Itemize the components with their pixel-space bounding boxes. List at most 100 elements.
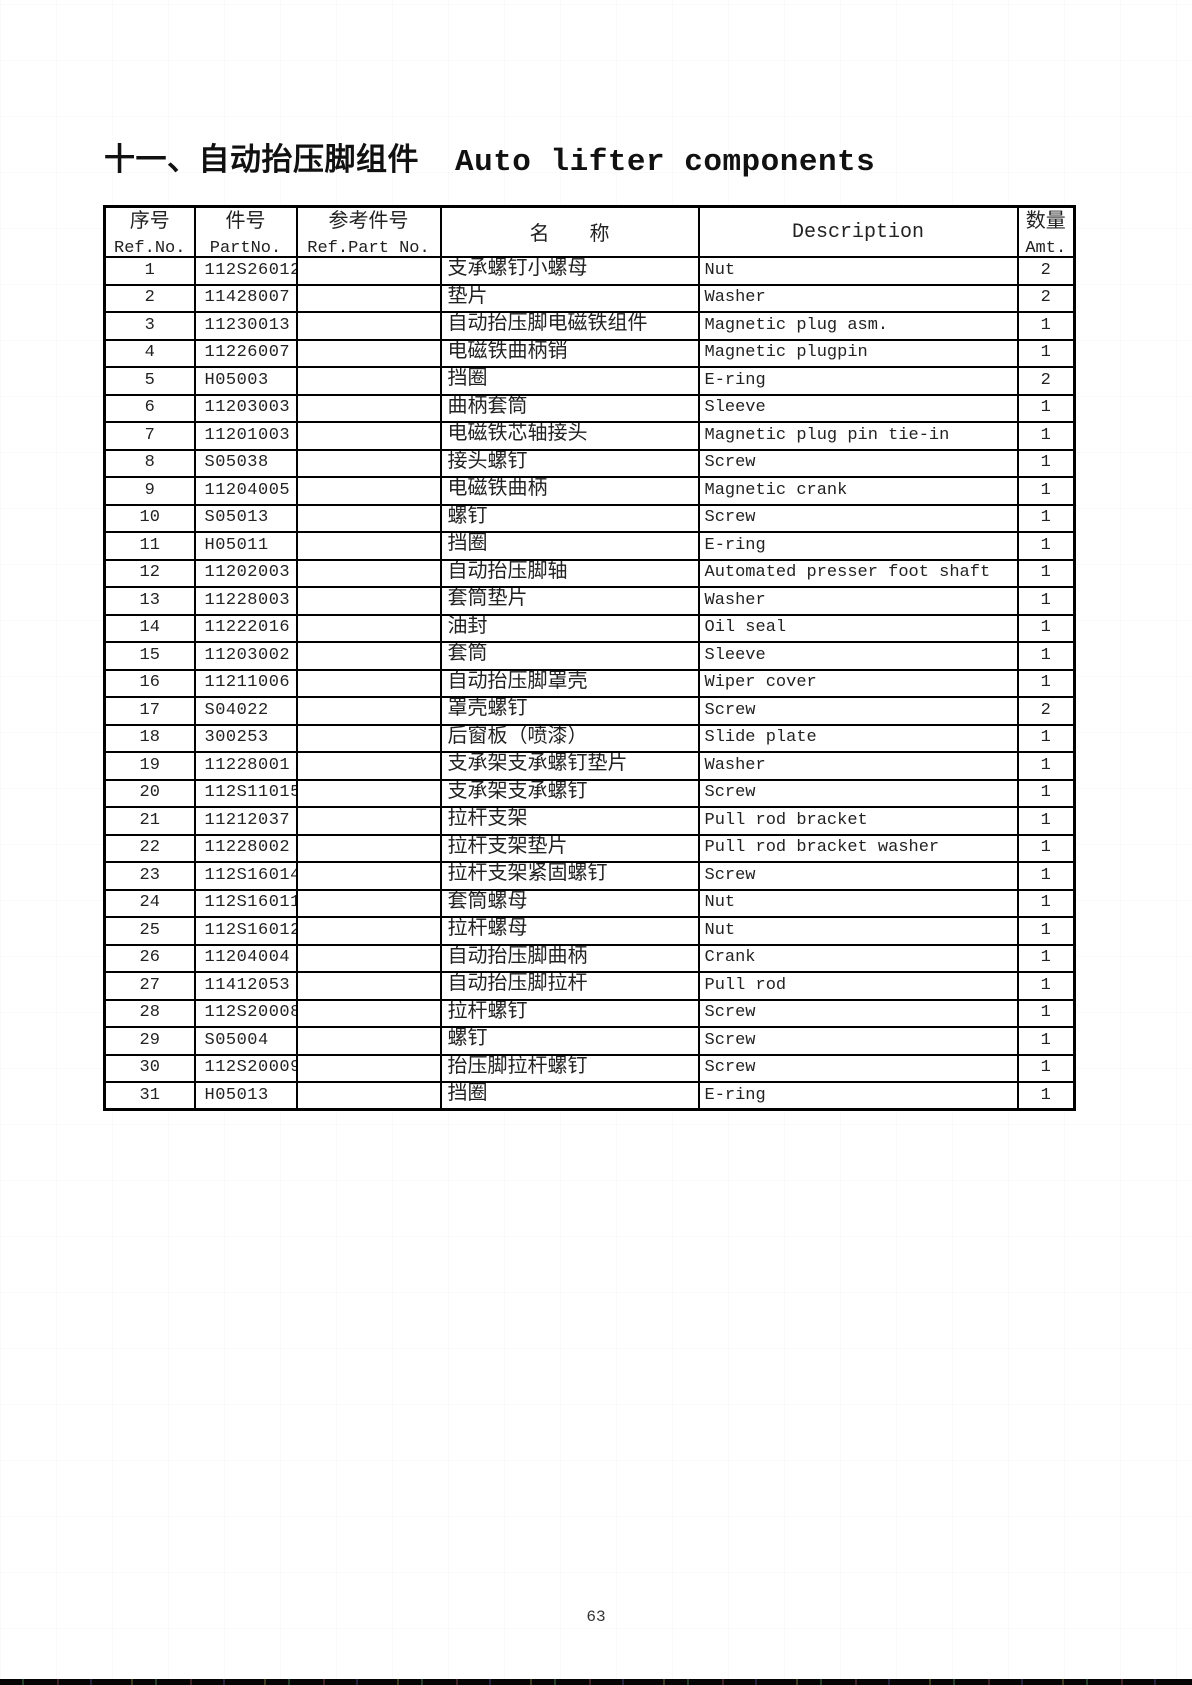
table-row: 30 112S20009 抬压脚拉杆螺钉 Screw 1 xyxy=(103,1053,1076,1083)
part-no-cell: S05004 xyxy=(193,1026,298,1056)
page-number: 63 xyxy=(586,1608,606,1626)
part-no-cell: 11230013 xyxy=(193,311,298,341)
name-cell: 抬压脚拉杆螺钉 xyxy=(439,1053,700,1083)
ref-no-cell: 28 xyxy=(103,998,196,1028)
description-cell: E-ring xyxy=(697,1081,1019,1111)
table-row: 11 H05011 挡圈 E-ring 1 xyxy=(103,531,1076,561)
part-no-cell: 11228003 xyxy=(193,586,298,616)
description-cell: Screw xyxy=(697,503,1019,533)
table-row: 29 S05004 螺钉 Screw 1 xyxy=(103,1026,1076,1056)
name-cell: 拉杆支架垫片 xyxy=(439,833,700,863)
table-row: 7 11201003 电磁铁芯轴接头 Magnetic plug pin tie… xyxy=(103,421,1076,451)
part-no-cell: H05003 xyxy=(193,366,298,396)
name-cell: 电磁铁芯轴接头 xyxy=(439,421,700,451)
table-row: 6 11203003 曲柄套筒 Sleeve 1 xyxy=(103,393,1076,423)
name-cell: 拉杆螺钉 xyxy=(439,998,700,1028)
ref-no-cell: 30 xyxy=(103,1053,196,1083)
description-cell: Washer xyxy=(697,283,1019,313)
name-cell: 套筒垫片 xyxy=(439,586,700,616)
description-cell: Sleeve xyxy=(697,641,1019,671)
table-row: 17 S04022 罩壳螺钉 Screw 2 xyxy=(103,696,1076,726)
table-row: 20 112S11015 支承架支承螺钉 Screw 1 xyxy=(103,778,1076,808)
description-cell: E-ring xyxy=(697,366,1019,396)
header-part-no: 件号 PartNo. xyxy=(193,205,298,258)
table-row: 19 11228001 支承架支承螺钉垫片 Washer 1 xyxy=(103,751,1076,781)
description-cell: Screw xyxy=(697,1026,1019,1056)
ref-part-no-cell xyxy=(295,366,442,396)
ref-part-no-cell xyxy=(295,586,442,616)
ref-no-cell: 3 xyxy=(103,311,196,341)
table-row: 3 11230013 自动抬压脚电磁铁组件 Magnetic plug asm.… xyxy=(103,311,1076,341)
table-row: 23 112S16014 拉杆支架紧固螺钉 Screw 1 xyxy=(103,861,1076,891)
amt-cell: 1 xyxy=(1016,888,1076,918)
part-no-cell: 11228001 xyxy=(193,751,298,781)
ref-part-no-cell xyxy=(295,393,442,423)
amt-cell: 1 xyxy=(1016,971,1076,1001)
header-ref-part-no-en: Ref.Part No. xyxy=(307,239,430,258)
name-cell: 拉杆支架紧固螺钉 xyxy=(439,861,700,891)
description-cell: E-ring xyxy=(697,531,1019,561)
amt-cell: 1 xyxy=(1016,613,1076,643)
ref-no-cell: 26 xyxy=(103,943,196,973)
name-cell: 螺钉 xyxy=(439,1026,700,1056)
amt-cell: 1 xyxy=(1016,421,1076,451)
table-row: 8 S05038 接头螺钉 Screw 1 xyxy=(103,448,1076,478)
header-part-no-cn: 件号 xyxy=(225,211,266,234)
part-no-cell: 11412053 xyxy=(193,971,298,1001)
description-cell: Screw xyxy=(697,998,1019,1028)
ref-no-cell: 13 xyxy=(103,586,196,616)
ref-part-no-cell xyxy=(295,668,442,698)
ref-part-no-cell xyxy=(295,943,442,973)
description-cell: Screw xyxy=(697,861,1019,891)
ref-no-cell: 27 xyxy=(103,971,196,1001)
ref-part-no-cell xyxy=(295,1026,442,1056)
amt-cell: 1 xyxy=(1016,1081,1076,1111)
description-cell: Nut xyxy=(697,916,1019,946)
table-row: 12 11202003 自动抬压脚轴 Automated presser foo… xyxy=(103,558,1076,588)
amt-cell: 1 xyxy=(1016,476,1076,506)
table-row: 28 112S20008 拉杆螺钉 Screw 1 xyxy=(103,998,1076,1028)
table-row: 1 112S26012 支承螺钉小螺母 Nut 2 xyxy=(103,256,1076,286)
amt-cell: 1 xyxy=(1016,1053,1076,1083)
ref-part-no-cell xyxy=(295,338,442,368)
name-cell: 挡圈 xyxy=(439,1081,700,1111)
header-ref-part-no-cn: 参考件号 xyxy=(328,211,409,234)
name-cell: 支承架支承螺钉垫片 xyxy=(439,751,700,781)
table-row: 13 11228003 套筒垫片 Washer 1 xyxy=(103,586,1076,616)
header-row: 序号 Ref.No. 件号 PartNo. 参考件号 Ref.Part No. xyxy=(103,205,1076,258)
header-ref-no: 序号 Ref.No. xyxy=(103,205,196,258)
ref-part-no-cell xyxy=(295,283,442,313)
amt-cell: 1 xyxy=(1016,861,1076,891)
amt-cell: 2 xyxy=(1016,283,1076,313)
name-cell: 螺钉 xyxy=(439,503,700,533)
ref-no-cell: 7 xyxy=(103,421,196,451)
name-cell: 套筒 xyxy=(439,641,700,671)
ref-no-cell: 17 xyxy=(103,696,196,726)
table-row: 4 11226007 电磁铁曲柄销 Magnetic plugpin 1 xyxy=(103,338,1076,368)
description-cell: Sleeve xyxy=(697,393,1019,423)
ref-part-no-cell xyxy=(295,503,442,533)
table-row: 5 H05003 挡圈 E-ring 2 xyxy=(103,366,1076,396)
description-cell: Screw xyxy=(697,778,1019,808)
header-description-label: Description xyxy=(791,220,925,244)
ref-no-cell: 24 xyxy=(103,888,196,918)
description-cell: Washer xyxy=(697,586,1019,616)
part-no-cell: 11204004 xyxy=(193,943,298,973)
page-title-chinese: 十一、自动抬压脚组件 xyxy=(104,142,419,177)
part-no-cell: 300253 xyxy=(193,723,298,753)
ref-no-cell: 31 xyxy=(103,1081,196,1111)
description-cell: Magnetic plug pin tie-in xyxy=(697,421,1019,451)
ref-no-cell: 16 xyxy=(103,668,196,698)
ref-no-cell: 8 xyxy=(103,448,196,478)
table-row: 16 11211006 自动抬压脚罩壳 Wiper cover 1 xyxy=(103,668,1076,698)
parts-table-header: 序号 Ref.No. 件号 PartNo. 参考件号 Ref.Part No. xyxy=(103,205,1076,258)
description-cell: Screw xyxy=(697,448,1019,478)
amt-cell: 2 xyxy=(1016,256,1076,286)
header-name-cn: 名 称 xyxy=(529,224,610,247)
table-row: 2 11428007 垫片 Washer 2 xyxy=(103,283,1076,313)
header-ref-no-cn: 序号 xyxy=(129,211,170,234)
part-no-cell: 112S16011 xyxy=(193,888,298,918)
ref-no-cell: 2 xyxy=(103,283,196,313)
ref-part-no-cell xyxy=(295,641,442,671)
